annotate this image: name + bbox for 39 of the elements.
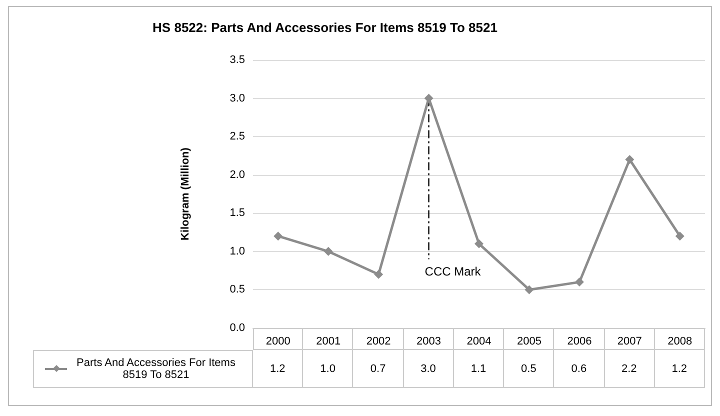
data-label: 3.0: [404, 350, 454, 388]
y-tick-label: 0.5: [230, 284, 245, 296]
ref-line-label: CCC Mark: [424, 264, 482, 278]
y-tick-label: 2.0: [230, 168, 245, 181]
point: [324, 246, 333, 256]
y-tick-label: 1.5: [230, 207, 245, 220]
x-tick-label: 2008: [668, 336, 692, 348]
x-tick-label: 2001: [316, 336, 341, 348]
y-tick-label: 0.0: [230, 322, 245, 334]
chart-title: HS 8522: Parts And Accessories For Items 8519 To 8521: [152, 20, 498, 35]
data-label: 1.2: [654, 350, 705, 388]
x-tick-label: 2004: [466, 336, 492, 348]
y-tick-label: 3.0: [230, 92, 245, 104]
y-axis-title: Kilogram (Million): [180, 147, 192, 240]
point: [424, 94, 434, 103]
y-tick-label: 1.0: [230, 245, 245, 258]
x-tick-label: 2005: [516, 336, 542, 348]
point: [574, 278, 584, 287]
data-label: 2.2: [604, 350, 655, 388]
x-tick-label: 2006: [567, 336, 592, 348]
point: [625, 155, 634, 164]
data-label: 1.0: [303, 350, 354, 388]
legend-label: Parts And Accessories For Items 8519 To 8521: [76, 357, 236, 381]
point: [474, 239, 484, 248]
x-tick-label: 2007: [617, 336, 642, 348]
data-label: 0.6: [554, 350, 605, 388]
y-tick-label: 3.5: [230, 54, 245, 66]
point: [675, 232, 684, 241]
data-label: 1.2: [253, 350, 304, 388]
point: [274, 232, 283, 241]
data-label: 0.5: [504, 350, 554, 388]
point: [524, 285, 534, 294]
point: [374, 270, 384, 279]
data-label: 0.7: [353, 350, 404, 388]
x-tick-label: 2000: [266, 336, 290, 348]
x-tick-label: 2002: [366, 336, 391, 348]
data-label: 1.1: [454, 350, 504, 388]
y-tick-label: 2.5: [230, 130, 245, 143]
x-tick-label: 2003: [416, 336, 442, 348]
